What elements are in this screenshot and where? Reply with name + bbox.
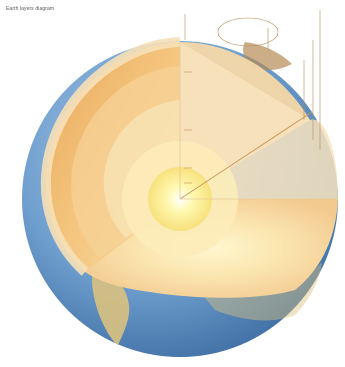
crust-rim bbox=[40, 37, 181, 276]
label-leaders bbox=[184, 10, 321, 150]
landmass-east bbox=[200, 262, 322, 321]
layer-ticks bbox=[184, 71, 192, 184]
landmass-north bbox=[243, 42, 292, 71]
diagram-title: Earth layers diagram bbox=[6, 6, 55, 12]
section-line bbox=[179, 111, 313, 200]
